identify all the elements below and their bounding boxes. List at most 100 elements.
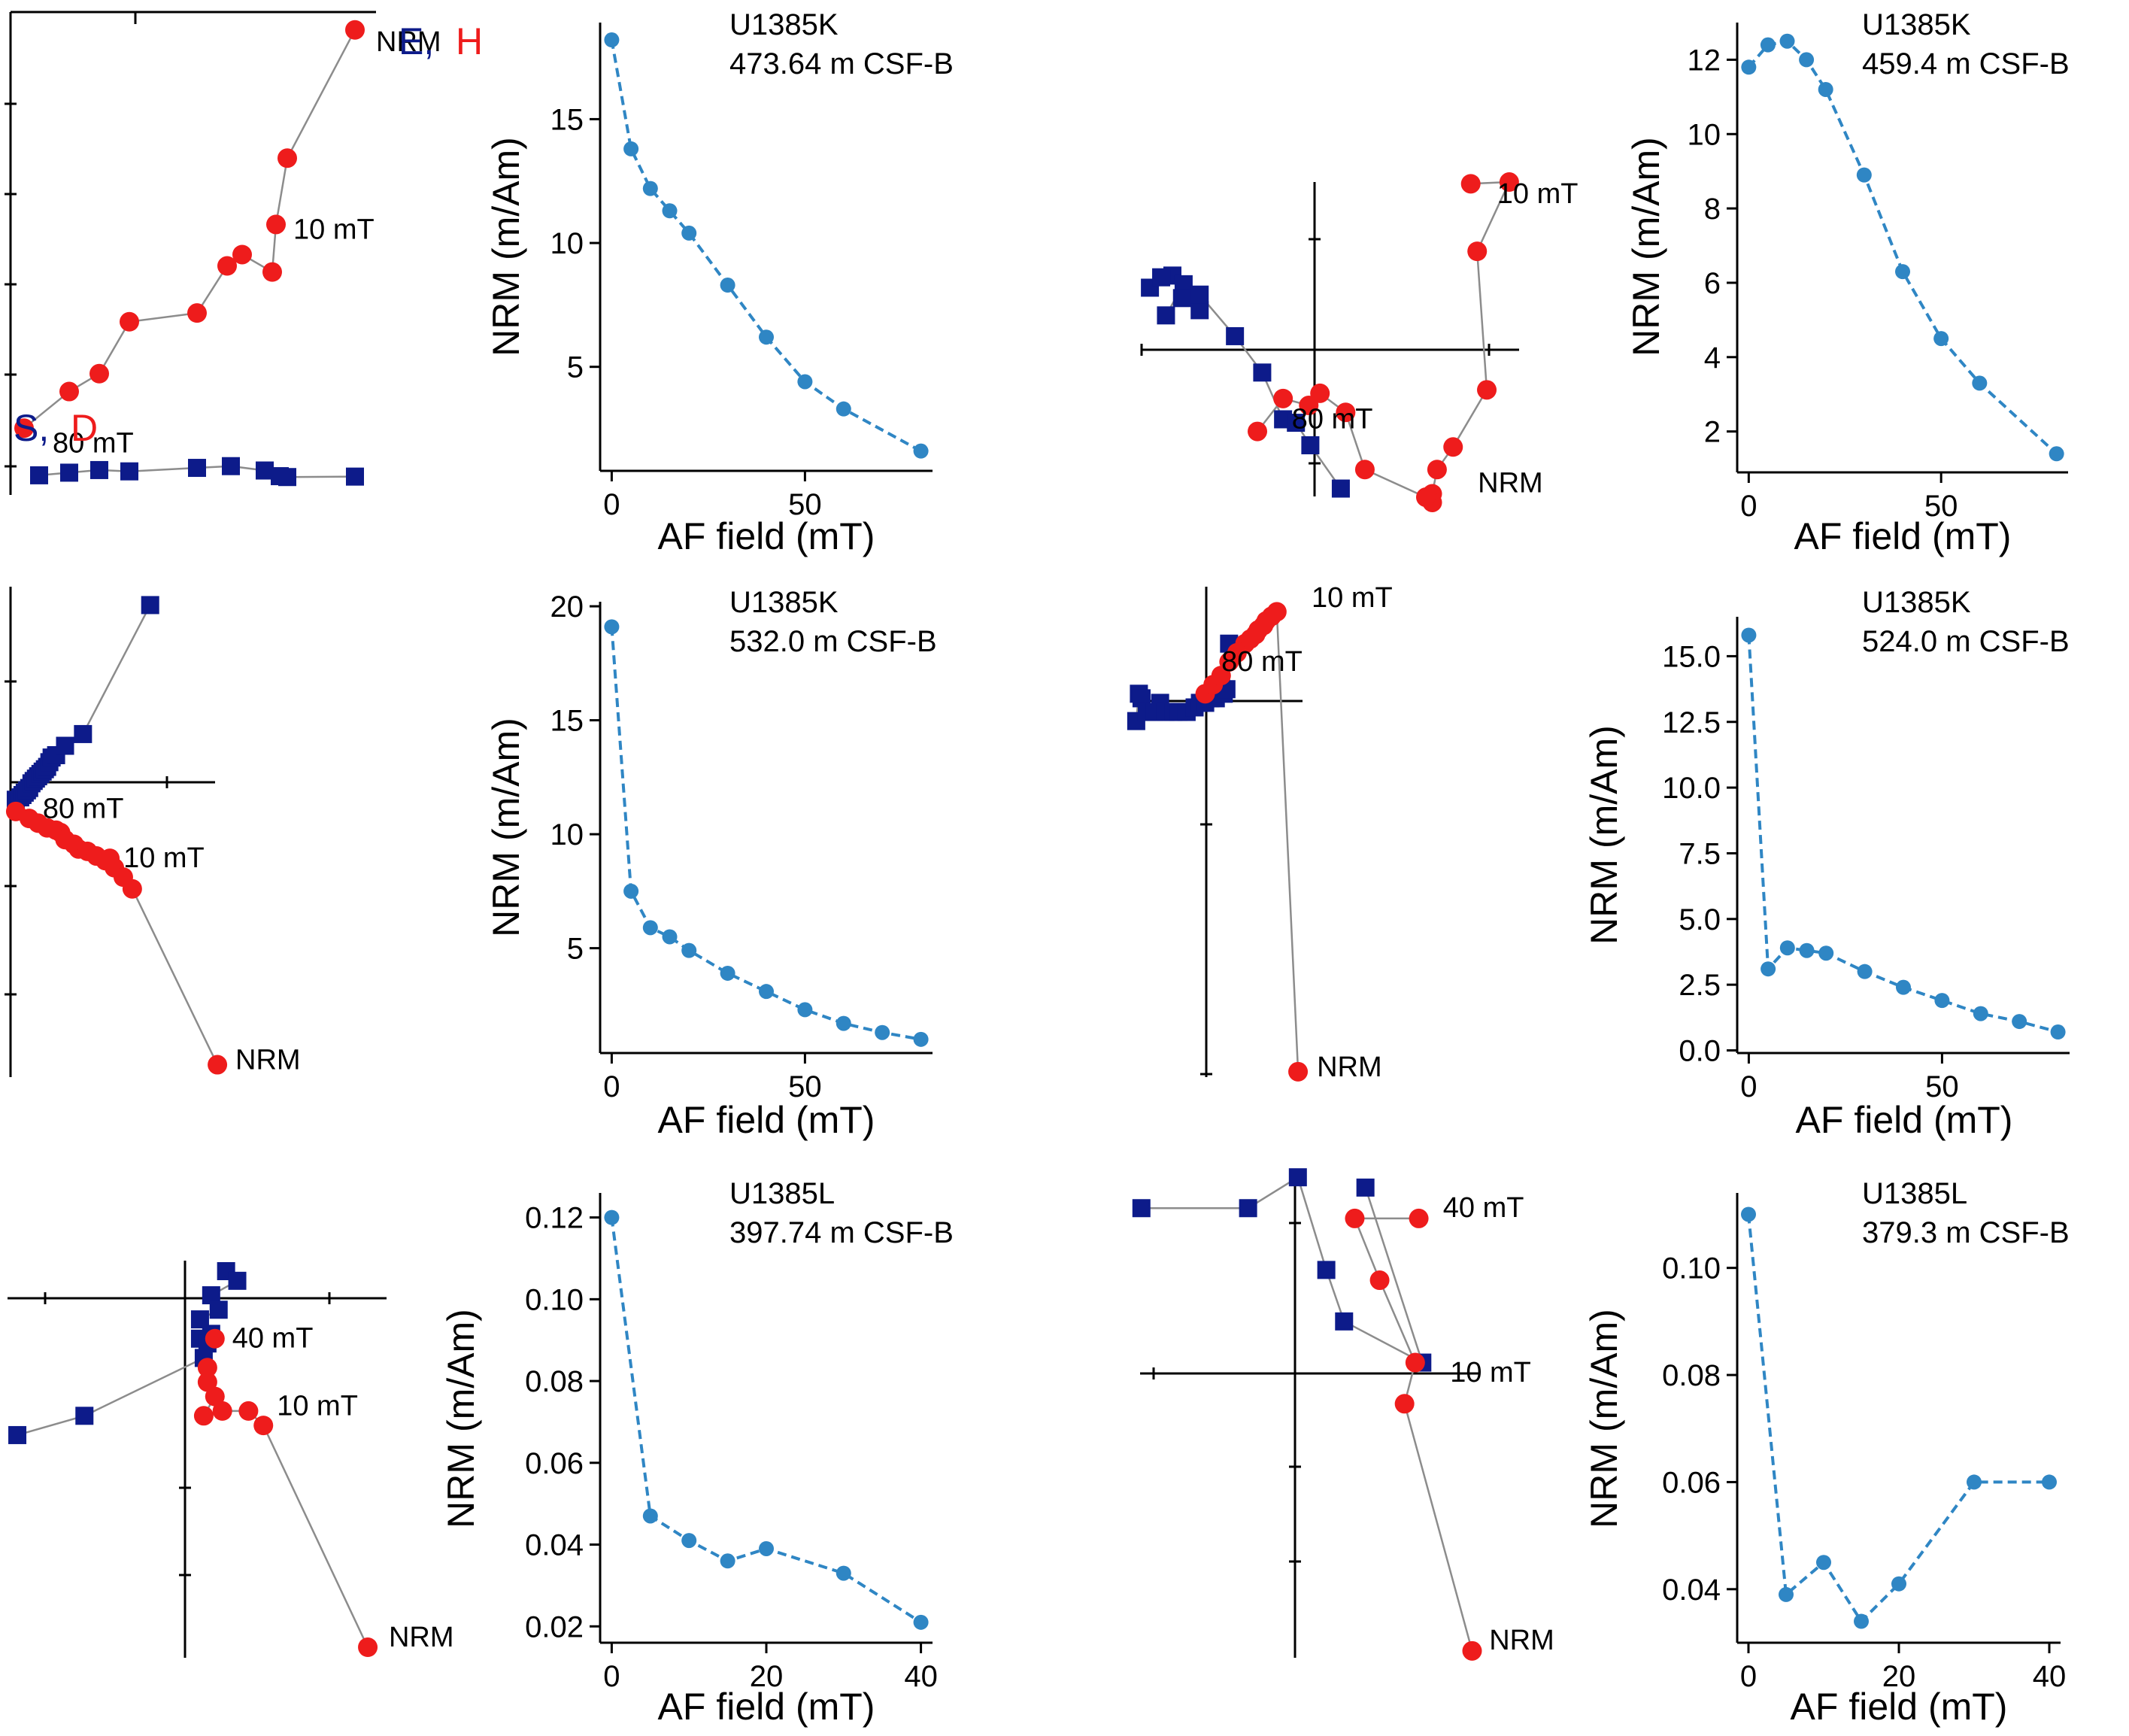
zijderveld-panel-2: 10 mT 80 mT NRM	[1140, 172, 1578, 512]
decay-3-point-5	[720, 965, 735, 981]
decay-6-point-3	[1854, 1613, 1869, 1629]
zij-5-vertical-point-1	[253, 1416, 274, 1436]
decay-4-point-3	[1799, 942, 1815, 958]
zij-2-ticks	[1140, 238, 1491, 465]
decay-2-y-tick-label-5: 12	[1688, 44, 1721, 77]
zij-1-vertical-point-6	[187, 303, 207, 323]
zij-2-vertical-point-13	[1273, 388, 1293, 408]
decay-4-point-5	[1857, 964, 1873, 979]
decay-6-point-4	[1891, 1576, 1906, 1592]
zijderveld-panel-4: 10 mT 80 mT NRM	[1127, 582, 1393, 1083]
decay-1-point-6	[759, 329, 774, 345]
zij-5-annotation-1: 10 mT	[277, 1390, 358, 1422]
decay-panel-2: 0 50 2 4 6 8 10 12 U1385K 459.4 m CSF-B AF fiel…	[1625, 8, 2070, 557]
decay-3-title-line-2: 532.0 m CSF-B	[729, 625, 937, 658]
zij-5-vertical-point-4	[193, 1406, 214, 1426]
decay-1-title-line-1: U1385K	[729, 8, 839, 41]
decay-2-x-tick-label-0: 0	[1740, 490, 1757, 523]
zij-1-vertical-point-4	[232, 244, 252, 265]
decay-4-point-8	[1973, 1006, 1988, 1021]
zij-5-vertical-point-8	[205, 1328, 225, 1349]
zij-2-vertical-point-2	[1467, 241, 1488, 262]
zij-3-marks: 80 mT 10 mT NRM	[5, 596, 301, 1076]
zij-5-vertical-point-0	[358, 1637, 378, 1657]
zij-1-vertical-point-0	[345, 20, 365, 40]
zij-1-annotation-0: 80 mT	[53, 428, 134, 460]
decay-3-point-1	[623, 883, 639, 899]
decay-6-marks: 0 20 40 0.04 0.06 0.08 0.10	[1662, 1206, 2066, 1693]
zij-5-horizontal-point-3	[209, 1300, 228, 1319]
decay-4-y-tick-label-0: 0.0	[1679, 1035, 1721, 1068]
zij-6-ticks	[1152, 1222, 1301, 1563]
decay-3-point-8	[836, 1015, 851, 1031]
zij-2-vertical-point-14	[1248, 421, 1268, 442]
decay-2-xlabel: AF field (mT)	[1794, 515, 2012, 557]
zij-6-horizontal-point-3	[1317, 1261, 1336, 1279]
zij-1-vertical-point-2	[266, 214, 286, 235]
zij-3-ticks	[5, 680, 168, 996]
decay-4-marks: 0 50 0.0 2.5 5.0 7.5 10.0 12.5 15.0	[1662, 627, 2066, 1103]
decay-4-y-tick-label-2: 5.0	[1679, 903, 1721, 936]
decay-2-point-7	[1933, 331, 1949, 347]
decay-5-x-tick-label-1: 20	[750, 1660, 784, 1693]
zij-3-horizontal-point-18	[74, 724, 92, 743]
zijderveld-panel-5: 40 mT 10 mT NRM	[8, 1261, 454, 1658]
decay-4-point-0	[1741, 627, 1757, 643]
decay-5-y-tick-label-4: 0.10	[525, 1283, 584, 1316]
zij-5-vertical-line	[202, 1338, 369, 1648]
decay-5-point-3	[720, 1553, 735, 1569]
decay-1-y-tick-label-2: 15	[550, 103, 584, 136]
decay-5-title-line-1: U1385L	[729, 1177, 835, 1210]
zij-5-vertical-point-6	[197, 1372, 217, 1392]
zij-2-annotation-2: NRM	[1478, 468, 1543, 499]
zij-3-horizontal-point-17	[56, 736, 74, 755]
decay-3-point-6	[759, 984, 774, 1000]
zij-2-horizontal-point-5	[1172, 289, 1191, 308]
decay-5-y-tick-label-5: 0.12	[525, 1202, 584, 1235]
decay-2-x-tick-label-1: 50	[1924, 490, 1958, 523]
zij-6-horizontal-point-0	[1132, 1199, 1151, 1218]
decay-2-point-5	[1856, 167, 1872, 183]
decay-4-title-line-2: 524.0 m CSF-B	[1862, 625, 2070, 658]
decay-3-point-4	[681, 942, 697, 958]
zij-6-horizontal-point-4	[1335, 1312, 1354, 1331]
zij-5-vertical-point-7	[197, 1358, 217, 1378]
decay-1-point-9	[913, 443, 929, 459]
decay-3-y-tick-label-2: 15	[550, 705, 584, 738]
zij-2-horizontal-line	[1149, 275, 1342, 490]
decay-5-ylabel: NRM (m/Am)	[440, 1309, 482, 1528]
zij-6-horizontal-line	[1141, 1176, 1424, 1365]
zij-2-horizontal-point-7	[1190, 285, 1209, 304]
zij-6-vertical-point-0	[1409, 1208, 1429, 1228]
decay-2-point-9	[2049, 446, 2064, 462]
decay-6-point-6	[2042, 1474, 2057, 1490]
decay-1-title-line-2: 473.64 m CSF-B	[729, 47, 954, 80]
decay-1-marks: 0 50 5 10 15	[550, 32, 929, 521]
zijderveld-panel-1: 80 mT 10 mT NRM E, H S, D	[5, 11, 483, 495]
decay-1-ylabel: NRM (m/Am)	[485, 137, 527, 357]
zij-5-ticks	[44, 1292, 331, 1577]
decay-5-point-2	[681, 1533, 697, 1549]
zij-6-marks: 40 mT 10 mT NRM	[1132, 1168, 1554, 1661]
decay-3-x-tick-label-0: 0	[603, 1070, 620, 1103]
zij-2-horizontal-point-8	[1226, 326, 1245, 345]
zij-2-vertical-point-8	[1415, 487, 1436, 508]
zij-1-horizontal-point-2	[90, 460, 108, 479]
decay-3-series-line	[610, 627, 921, 1041]
zij-1-legend-e: E,	[399, 20, 434, 62]
decay-5-point-4	[759, 1540, 774, 1556]
zij-6-annotation-1: 10 mT	[1450, 1357, 1531, 1388]
decay-3-point-7	[797, 1002, 813, 1018]
zij-3-vertical-point-15	[122, 879, 142, 899]
decay-1-point-0	[604, 32, 620, 48]
decay-4-y-tick-label-5: 12.5	[1662, 706, 1721, 739]
decay-2-ylabel: NRM (m/Am)	[1625, 137, 1667, 357]
decay-4-title-line-1: U1385K	[1862, 586, 1971, 619]
zij-2-vertical-point-0	[1460, 174, 1481, 194]
decay-4-x-tick-label-1: 50	[1925, 1070, 1959, 1103]
decay-1-xlabel: AF field (mT)	[658, 515, 875, 557]
decay-6-y-tick-label-2: 0.08	[1662, 1359, 1721, 1392]
decay-2-title-line-1: U1385K	[1862, 8, 1971, 41]
zij-2-horizontal-point-11	[1287, 414, 1306, 432]
